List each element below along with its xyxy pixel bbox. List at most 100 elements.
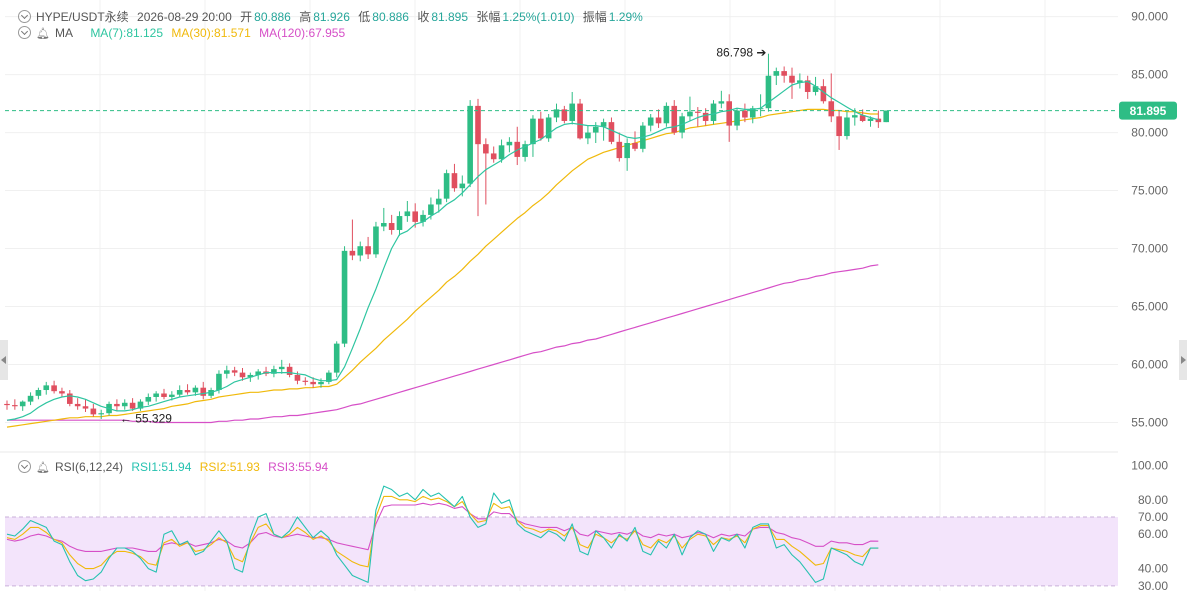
candle-body — [176, 390, 183, 395]
candle — [883, 110, 889, 123]
candle — [836, 110, 842, 150]
candle — [797, 73, 803, 89]
candle-body — [35, 390, 42, 396]
candle — [114, 399, 120, 411]
candle-body — [765, 75, 772, 109]
candle-body — [647, 117, 654, 126]
candle-body — [828, 101, 835, 117]
candle — [318, 378, 324, 388]
candle-body — [443, 173, 450, 199]
rsi-line-rsi1 — [6, 485, 879, 583]
close-label: 收 — [417, 10, 430, 24]
candle — [749, 105, 756, 124]
candle-body — [506, 141, 513, 146]
ma-legend: 🔔︎ MA MA(7):81.125 MA(30):81.571 MA(120):… — [18, 26, 350, 40]
price-tick-label: 80.000 — [1131, 126, 1168, 140]
candle — [530, 115, 536, 157]
candle-body — [169, 394, 175, 397]
candle-body — [357, 246, 364, 256]
candle-body — [90, 408, 97, 415]
rsi2-legend: RSI2:51.93 — [199, 460, 260, 474]
collapse-toggle-icon[interactable] — [18, 26, 31, 39]
ma30-legend: MA(30):81.571 — [171, 26, 251, 40]
candle — [647, 114, 654, 132]
candle-body — [475, 105, 481, 145]
datetime-label: 2026-08-29 20:00 — [137, 10, 232, 24]
candle-body — [145, 396, 152, 402]
candle — [231, 366, 238, 377]
candle-body — [530, 118, 536, 145]
collapse-toggle-icon[interactable] — [18, 10, 31, 23]
rsi1-legend: RSI1:51.94 — [131, 460, 192, 474]
candle-body — [592, 126, 599, 133]
candle — [145, 393, 152, 406]
candle-body — [200, 387, 207, 396]
candle-body — [208, 390, 214, 396]
candle — [98, 409, 104, 420]
candle-body — [129, 402, 136, 409]
candle-body — [781, 71, 787, 76]
candle — [804, 75, 811, 99]
price-axis: 90.000 85.000 80.000 75.000 70.000 65.000 60.0… — [1131, 10, 1168, 430]
candle-body — [718, 101, 725, 104]
candle — [663, 102, 670, 127]
low-value: 80.886 — [372, 10, 409, 24]
candle — [90, 403, 97, 417]
candle-body — [302, 380, 309, 382]
candle — [569, 91, 575, 125]
candle — [420, 210, 426, 227]
candle-body — [82, 406, 89, 409]
low-label: 低 — [358, 10, 371, 24]
candle-body — [294, 374, 301, 381]
candle — [451, 163, 458, 192]
bell-icon[interactable]: 🔔︎ — [36, 28, 50, 40]
scroll-left-icon[interactable] — [0, 340, 8, 380]
open-label: 开 — [240, 10, 253, 24]
candle-body — [192, 387, 199, 393]
rsi-tick-label: 80.00 — [1138, 493, 1168, 507]
candle — [129, 398, 136, 411]
rsi-tick-label: 60.00 — [1138, 527, 1168, 541]
candle-body — [98, 413, 104, 415]
candle-body — [19, 401, 26, 407]
candle — [671, 100, 678, 135]
rsi-panel: 100.00 80.00 70.00 60.00 40.00 30.00 — [5, 458, 1168, 591]
ma120-line — [7, 264, 879, 424]
candle-body — [577, 103, 583, 139]
candle — [82, 399, 89, 413]
candle-body — [12, 405, 18, 407]
price-tick-label: 65.000 — [1131, 300, 1168, 314]
bell-icon[interactable]: 🔔︎ — [36, 462, 50, 474]
candle-body — [333, 343, 340, 373]
ma30-path — [6, 108, 879, 428]
candle-body — [67, 393, 73, 404]
candle-body — [789, 75, 795, 83]
candle-body — [569, 103, 575, 121]
candle — [467, 100, 473, 188]
symbol-label: HYPE/USDT永续 — [36, 10, 129, 24]
candle — [506, 137, 513, 153]
price-tick-label: 90.000 — [1131, 10, 1168, 24]
candle — [4, 400, 10, 410]
candle-body — [498, 145, 505, 160]
candle-body — [812, 86, 819, 92]
candle-body — [608, 122, 615, 142]
candle-body — [381, 223, 387, 227]
candle — [67, 390, 73, 407]
collapse-toggle-icon[interactable] — [18, 460, 31, 473]
scroll-right-icon[interactable] — [1179, 340, 1187, 380]
candle — [137, 399, 144, 411]
candle-body — [27, 395, 34, 402]
candle — [781, 66, 787, 83]
rsi-tick-label: 100.00 — [1131, 458, 1168, 472]
candle-body — [286, 366, 293, 375]
candle — [522, 140, 528, 162]
candle-body — [161, 393, 167, 397]
candle-body — [734, 110, 740, 126]
candle — [577, 98, 583, 140]
candle-body — [545, 117, 552, 139]
candle-body — [216, 373, 222, 391]
ma120-legend: MA(120):67.955 — [259, 26, 346, 40]
candle-body — [420, 214, 426, 222]
